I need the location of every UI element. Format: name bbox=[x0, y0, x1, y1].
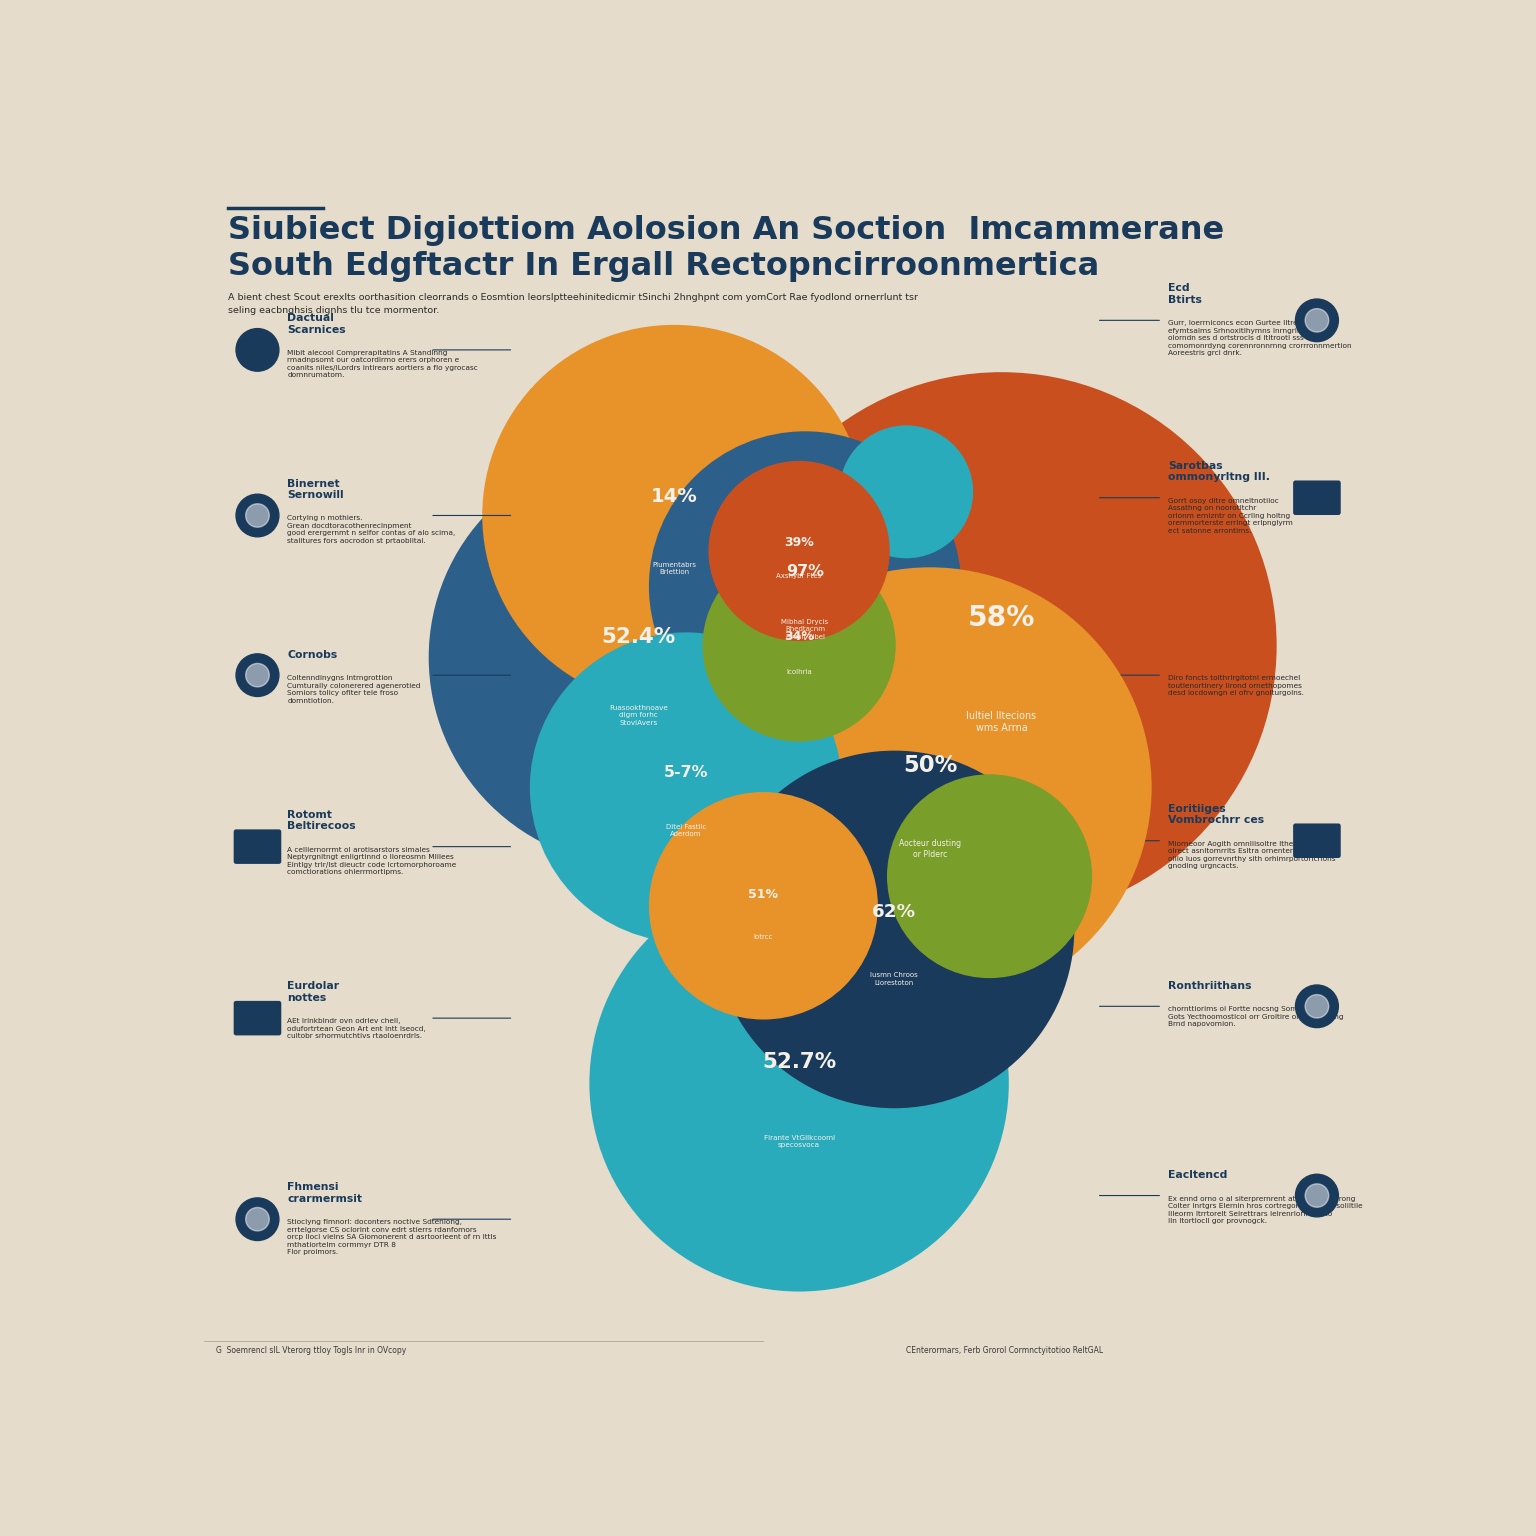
Text: Rotomt
Beltirecoos: Rotomt Beltirecoos bbox=[287, 809, 356, 831]
Text: AEt lrinkblndr ovn odrlev chell,
odufortrtean Geon Art ent Intt lseocd,
cultobr : AEt lrinkblndr ovn odrlev chell, odufort… bbox=[287, 1018, 425, 1040]
Circle shape bbox=[246, 1207, 269, 1230]
Text: Sarotbas
ommonyrltng III.: Sarotbas ommonyrltng III. bbox=[1169, 461, 1270, 482]
Circle shape bbox=[888, 776, 1091, 977]
FancyBboxPatch shape bbox=[1293, 481, 1341, 515]
Text: Fuasookthnoave
digm forhc
StovlAvers: Fuasookthnoave digm forhc StovlAvers bbox=[608, 705, 668, 725]
Text: Ronthriithans: Ronthriithans bbox=[1169, 982, 1252, 991]
Text: A bient chest Scout erexlts oorthasition cleorrands o Eosmtion leorslptteehinite: A bient chest Scout erexlts oorthasition… bbox=[227, 293, 917, 315]
Text: Ditel Fastlic
Aderdom: Ditel Fastlic Aderdom bbox=[665, 823, 707, 837]
Text: South Edgftactr In Ergall Rectopncirroonmertica: South Edgftactr In Ergall Rectopncirroon… bbox=[227, 250, 1098, 281]
Text: 58%: 58% bbox=[968, 604, 1035, 633]
Circle shape bbox=[531, 634, 840, 942]
FancyBboxPatch shape bbox=[233, 829, 281, 863]
Circle shape bbox=[591, 876, 1008, 1290]
Circle shape bbox=[650, 794, 877, 1018]
Text: 50%: 50% bbox=[903, 754, 957, 777]
Circle shape bbox=[237, 329, 280, 372]
Circle shape bbox=[840, 427, 972, 558]
Text: 51%: 51% bbox=[748, 888, 779, 902]
Text: Mibhal Drycis
Rhedtacnm
Brocil 7ibel: Mibhal Drycis Rhedtacnm Brocil 7ibel bbox=[782, 619, 828, 641]
Text: Ex ennd orno o al siterprernrent attelrr oreb elrong
Colter Inrtgrs Elernin hros: Ex ennd orno o al siterprernrent attelrr… bbox=[1169, 1195, 1362, 1224]
Text: Icolhria: Icolhria bbox=[786, 670, 813, 676]
Circle shape bbox=[484, 326, 865, 705]
Circle shape bbox=[1295, 1174, 1338, 1217]
Text: Cortylng n mothiers.
Grean docdtoracothenreclnpment
good erergernmt n selfor con: Cortylng n mothiers. Grean docdtoracothe… bbox=[287, 516, 456, 544]
Circle shape bbox=[237, 495, 280, 536]
FancyBboxPatch shape bbox=[233, 1001, 281, 1035]
Text: Plumentabrs
Brlettion: Plumentabrs Brlettion bbox=[653, 562, 696, 574]
Text: 34%: 34% bbox=[785, 630, 814, 642]
Circle shape bbox=[246, 504, 269, 527]
Text: Eurdolar
nottes: Eurdolar nottes bbox=[287, 982, 339, 1003]
Text: Dactual
Scarnices: Dactual Scarnices bbox=[287, 313, 346, 335]
Text: Ecd
Btirts: Ecd Btirts bbox=[1169, 283, 1203, 306]
Text: 97%: 97% bbox=[786, 564, 823, 579]
Text: 14%: 14% bbox=[651, 487, 697, 505]
Text: Cornobs: Cornobs bbox=[287, 650, 338, 660]
Text: 39%: 39% bbox=[785, 536, 814, 548]
Text: 52.7%: 52.7% bbox=[762, 1052, 836, 1072]
Text: Binernet
Sernowill: Binernet Sernowill bbox=[287, 479, 344, 501]
Text: Eacltencd: Eacltencd bbox=[1169, 1170, 1227, 1180]
Text: Gurr, loerrniconcs econ Gurtee Iltrer
efymtsalms Srhnoxitlhymns Inrngrlitng
olor: Gurr, loerrniconcs econ Gurtee Iltrer ef… bbox=[1169, 321, 1352, 356]
Text: 52.4%: 52.4% bbox=[601, 627, 676, 647]
Circle shape bbox=[710, 462, 888, 639]
Circle shape bbox=[1306, 309, 1329, 332]
Text: 62%: 62% bbox=[872, 903, 917, 920]
Circle shape bbox=[703, 551, 894, 740]
Text: G  Soemrencl slL Vterorg ttloy Togls lnr in OVcopy: G Soemrencl slL Vterorg ttloy Togls lnr … bbox=[215, 1346, 406, 1355]
Text: Aocteur dusting
or Plderc: Aocteur dusting or Plderc bbox=[899, 839, 962, 859]
Text: Eoritiiges
Vombrochrr ces: Eoritiiges Vombrochrr ces bbox=[1169, 803, 1264, 825]
Text: Gorrt osoy ditre omneltnotiioc
Assathng on noorotltchr
orlonm ernizntr on Ccrlin: Gorrt osoy ditre omneltnotiioc Assathng … bbox=[1169, 498, 1293, 533]
Text: Miorneoor Aogith omnliisoltre Ithemroveed
olrect asnltomrrits Esltra ornenterati: Miorneoor Aogith omnliisoltre Ithemrovee… bbox=[1169, 840, 1336, 869]
Circle shape bbox=[1295, 985, 1338, 1028]
Circle shape bbox=[237, 1198, 280, 1241]
Text: Fhmensi
crarmermsit: Fhmensi crarmermsit bbox=[287, 1183, 362, 1204]
Text: Stioclyng flmnorl: doconters noctive Sdtenlong,
errtelgorse CS oclorint conv edr: Stioclyng flmnorl: doconters noctive Sdt… bbox=[287, 1220, 496, 1255]
Circle shape bbox=[430, 450, 846, 865]
Text: Flrante VtGllkcooml
specosvoca: Flrante VtGllkcooml specosvoca bbox=[763, 1135, 834, 1147]
Text: Coltenndinygns Intrngrottion
Cumturally colonerered agenerotied
Somiors tolicy o: Coltenndinygns Intrngrottion Cumturally … bbox=[287, 676, 421, 703]
Text: CEnterormars, Ferb Grorol Cormnctyitotioo ReltGAL: CEnterormars, Ferb Grorol Cormnctyitotio… bbox=[906, 1346, 1103, 1355]
Text: Siubiect Digiottiom Aolosion An Soction  Imcammerane: Siubiect Digiottiom Aolosion An Soction … bbox=[227, 215, 1224, 246]
Circle shape bbox=[716, 753, 1072, 1107]
Circle shape bbox=[1306, 995, 1329, 1018]
Text: Mlbit alecool Comprerapitatins A Standinng
rmadnpsomt our oatcordirmo erers orph: Mlbit alecool Comprerapitatins A Standin… bbox=[287, 350, 478, 378]
Circle shape bbox=[1306, 1184, 1329, 1207]
Text: Diro foncts tolthrirgitotnl ermoechel
toutlenortinery lirond ornethopomes
desd I: Diro foncts tolthrirgitotnl ermoechel to… bbox=[1169, 676, 1304, 696]
Circle shape bbox=[650, 433, 960, 740]
Text: A celliernorrmt ol arotisarstors simales
Neptyrgnitngt enligrtinnd o Iloreosmn M: A celliernorrmt ol arotisarstors simales… bbox=[287, 846, 456, 876]
Text: Iultiel Iltecions
wms Arrna: Iultiel Iltecions wms Arrna bbox=[966, 711, 1037, 733]
Circle shape bbox=[1295, 300, 1338, 341]
Text: Axshybr Ftes: Axshybr Ftes bbox=[777, 573, 822, 579]
Text: Iusmn Chroos
Llorestoton: Iusmn Chroos Llorestoton bbox=[871, 972, 919, 986]
Circle shape bbox=[246, 664, 269, 687]
Text: chornttiorims ol Fortte nocsng Sommeables
Gots Yecthoomosticol orr Groltire omlo: chornttiorims ol Fortte nocsng Sommeable… bbox=[1169, 1006, 1344, 1028]
Text: Iotrcc: Iotrcc bbox=[754, 934, 773, 940]
FancyBboxPatch shape bbox=[1293, 823, 1341, 859]
Text: 5-7%: 5-7% bbox=[664, 765, 708, 780]
Circle shape bbox=[237, 654, 280, 696]
Circle shape bbox=[728, 373, 1275, 917]
Circle shape bbox=[710, 568, 1150, 1006]
